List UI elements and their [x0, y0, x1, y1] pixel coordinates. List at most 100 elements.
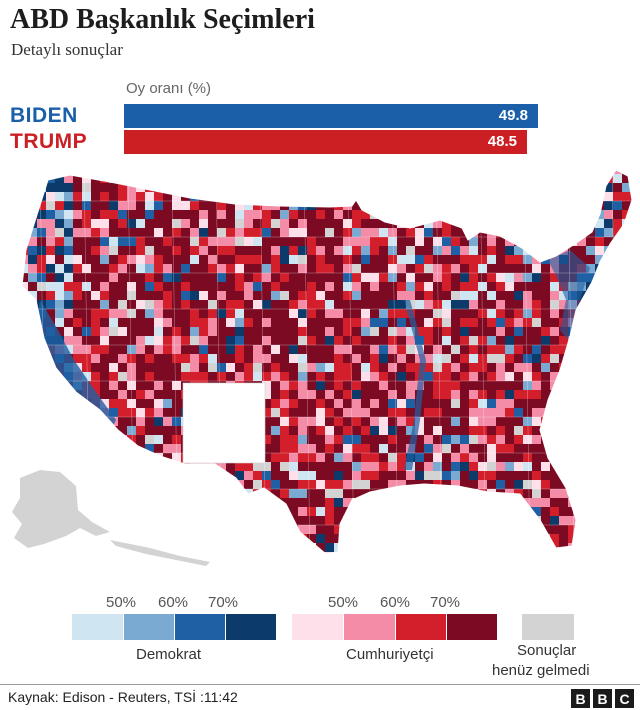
county-cell — [145, 174, 154, 183]
county-cell — [22, 435, 28, 444]
county-cell — [469, 336, 478, 345]
dem-tick-60: 60% — [158, 594, 189, 611]
county-cell — [316, 489, 325, 498]
county-cell — [316, 345, 325, 354]
county-cell — [586, 426, 595, 435]
county-cell — [91, 471, 100, 480]
county-cell — [361, 255, 370, 264]
county-cell — [532, 282, 541, 291]
county-cell — [334, 228, 343, 237]
county-cell — [118, 309, 127, 318]
county-cell — [181, 246, 190, 255]
county-cell — [622, 210, 631, 219]
county-cell — [217, 264, 226, 273]
county-cell — [505, 255, 514, 264]
county-cell — [280, 399, 289, 408]
county-cell — [469, 507, 478, 516]
county-cell — [424, 192, 433, 201]
county-cell — [73, 426, 82, 435]
county-cell — [127, 210, 136, 219]
county-cell — [118, 372, 127, 381]
county-cell — [46, 426, 55, 435]
county-cell — [586, 309, 595, 318]
county-cell — [352, 552, 361, 554]
county-cell — [451, 435, 460, 444]
county-cell — [100, 282, 109, 291]
county-cell — [64, 345, 73, 354]
county-cell — [64, 399, 73, 408]
county-cell — [631, 201, 632, 210]
alaska — [12, 470, 210, 566]
county-cell — [64, 408, 73, 417]
county-cell — [577, 345, 586, 354]
county-cell — [424, 318, 433, 327]
county-cell — [73, 219, 82, 228]
county-cell — [523, 309, 532, 318]
county-cell — [244, 255, 253, 264]
county-cell — [460, 309, 469, 318]
county-cell — [631, 327, 632, 336]
county-cell — [136, 210, 145, 219]
county-cell — [469, 525, 478, 534]
county-cell — [460, 426, 469, 435]
county-cell — [352, 354, 361, 363]
county-cell — [442, 345, 451, 354]
county-cell — [415, 228, 424, 237]
county-cell — [631, 435, 632, 444]
county-cell — [514, 462, 523, 471]
county-cell — [163, 354, 172, 363]
county-cell — [352, 201, 361, 210]
county-cell — [397, 210, 406, 219]
county-cell — [343, 408, 352, 417]
county-cell — [109, 201, 118, 210]
county-cell — [613, 264, 622, 273]
county-cell — [289, 489, 298, 498]
county-cell — [343, 435, 352, 444]
county-cell — [73, 453, 82, 462]
county-cell — [361, 381, 370, 390]
county-cell — [397, 543, 406, 552]
county-cell — [523, 345, 532, 354]
county-cell — [451, 237, 460, 246]
county-cell — [307, 300, 316, 309]
county-cell — [343, 170, 352, 174]
county-cell — [604, 201, 613, 210]
county-cell — [559, 219, 568, 228]
county-cell — [280, 174, 289, 183]
county-cell — [343, 498, 352, 507]
county-cell — [586, 372, 595, 381]
county-cell — [253, 543, 262, 552]
county-cell — [406, 408, 415, 417]
county-cell — [325, 192, 334, 201]
county-cell — [514, 543, 523, 552]
county-cell — [154, 273, 163, 282]
county-cell — [343, 282, 352, 291]
county-cell — [226, 282, 235, 291]
county-cell — [415, 237, 424, 246]
county-cell — [163, 237, 172, 246]
county-cell — [361, 507, 370, 516]
county-cell — [568, 354, 577, 363]
county-cell — [433, 444, 442, 453]
county-cell — [397, 228, 406, 237]
county-cell — [532, 246, 541, 255]
county-cell — [28, 192, 37, 201]
county-cell — [469, 170, 478, 174]
county-cell — [577, 444, 586, 453]
county-cell — [514, 336, 523, 345]
county-cell — [298, 255, 307, 264]
county-cell — [361, 309, 370, 318]
county-cell — [595, 255, 604, 264]
county-cell — [631, 264, 632, 273]
county-cell — [361, 417, 370, 426]
county-cell — [280, 219, 289, 228]
county-cell — [127, 426, 136, 435]
county-cell — [307, 534, 316, 543]
county-cell — [550, 291, 559, 300]
county-cell — [559, 417, 568, 426]
county-cell — [343, 354, 352, 363]
county-cell — [460, 417, 469, 426]
county-cell — [100, 210, 109, 219]
county-cell — [91, 327, 100, 336]
county-cell — [226, 228, 235, 237]
